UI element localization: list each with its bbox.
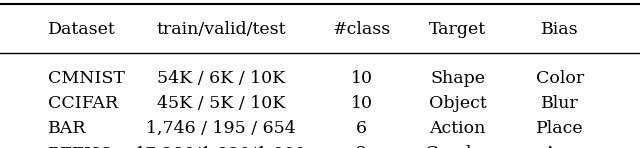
Text: Target: Target [429,21,486,38]
Text: train/valid/test: train/valid/test [156,21,285,38]
Text: CMNIST: CMNIST [48,70,125,87]
Text: BAR: BAR [48,120,86,137]
Text: 6: 6 [356,120,367,137]
Text: Blur: Blur [541,95,579,112]
Text: Action: Action [429,120,486,137]
Text: #class: #class [332,21,391,38]
Text: Color: Color [536,70,584,87]
Text: 10: 10 [351,70,372,87]
Text: 2: 2 [356,145,367,148]
Text: 54K / 6K / 10K: 54K / 6K / 10K [157,70,285,87]
Text: Dataset: Dataset [48,21,116,38]
Text: Shape: Shape [430,70,485,87]
Text: Age: Age [543,145,577,148]
Text: 1,746 / 195 / 654: 1,746 / 195 / 654 [146,120,296,137]
Text: Bias: Bias [541,21,579,38]
Text: 17,280/1,920/1,000: 17,280/1,920/1,000 [135,145,307,148]
Text: Gender: Gender [425,145,490,148]
Text: Place: Place [536,120,584,137]
Text: BFFHQ: BFFHQ [48,145,115,148]
Text: 10: 10 [351,95,372,112]
Text: 45K / 5K / 10K: 45K / 5K / 10K [157,95,285,112]
Text: Object: Object [429,95,486,112]
Text: CCIFAR: CCIFAR [48,95,118,112]
